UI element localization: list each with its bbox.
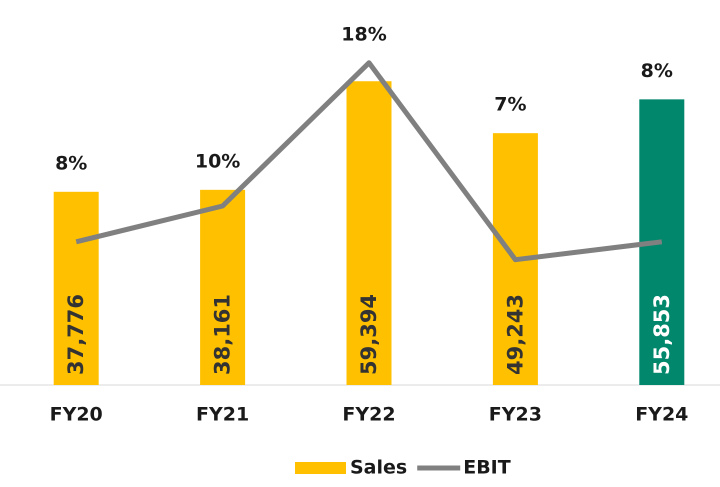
legend-label: EBIT [463, 457, 511, 479]
line-value-label: 8% [641, 60, 673, 82]
bar [53, 191, 99, 385]
bar-value-label: 49,243 [503, 294, 527, 375]
x-tick-label: FY23 [489, 404, 542, 426]
legend-label: Sales [350, 457, 407, 479]
line-value-label: 18% [341, 23, 386, 45]
line [75, 60, 663, 263]
bar-value-label: 55,853 [650, 294, 674, 375]
line-value-label: 10% [195, 150, 240, 172]
line-value-label: 8% [55, 152, 87, 174]
bar-value-label: 37,776 [64, 294, 88, 375]
x-tick-label: FY22 [342, 404, 395, 426]
x-tick-label: FY24 [635, 404, 688, 426]
x-tick-label: FY20 [50, 404, 103, 426]
legend-swatch [295, 462, 346, 474]
bar [346, 81, 392, 385]
bar [200, 189, 246, 385]
bar-value-label: 59,394 [357, 294, 381, 375]
line-value-label: 7% [494, 94, 526, 116]
bar-value-label: 38,161 [211, 294, 235, 375]
x-tick-label: FY21 [196, 404, 249, 426]
